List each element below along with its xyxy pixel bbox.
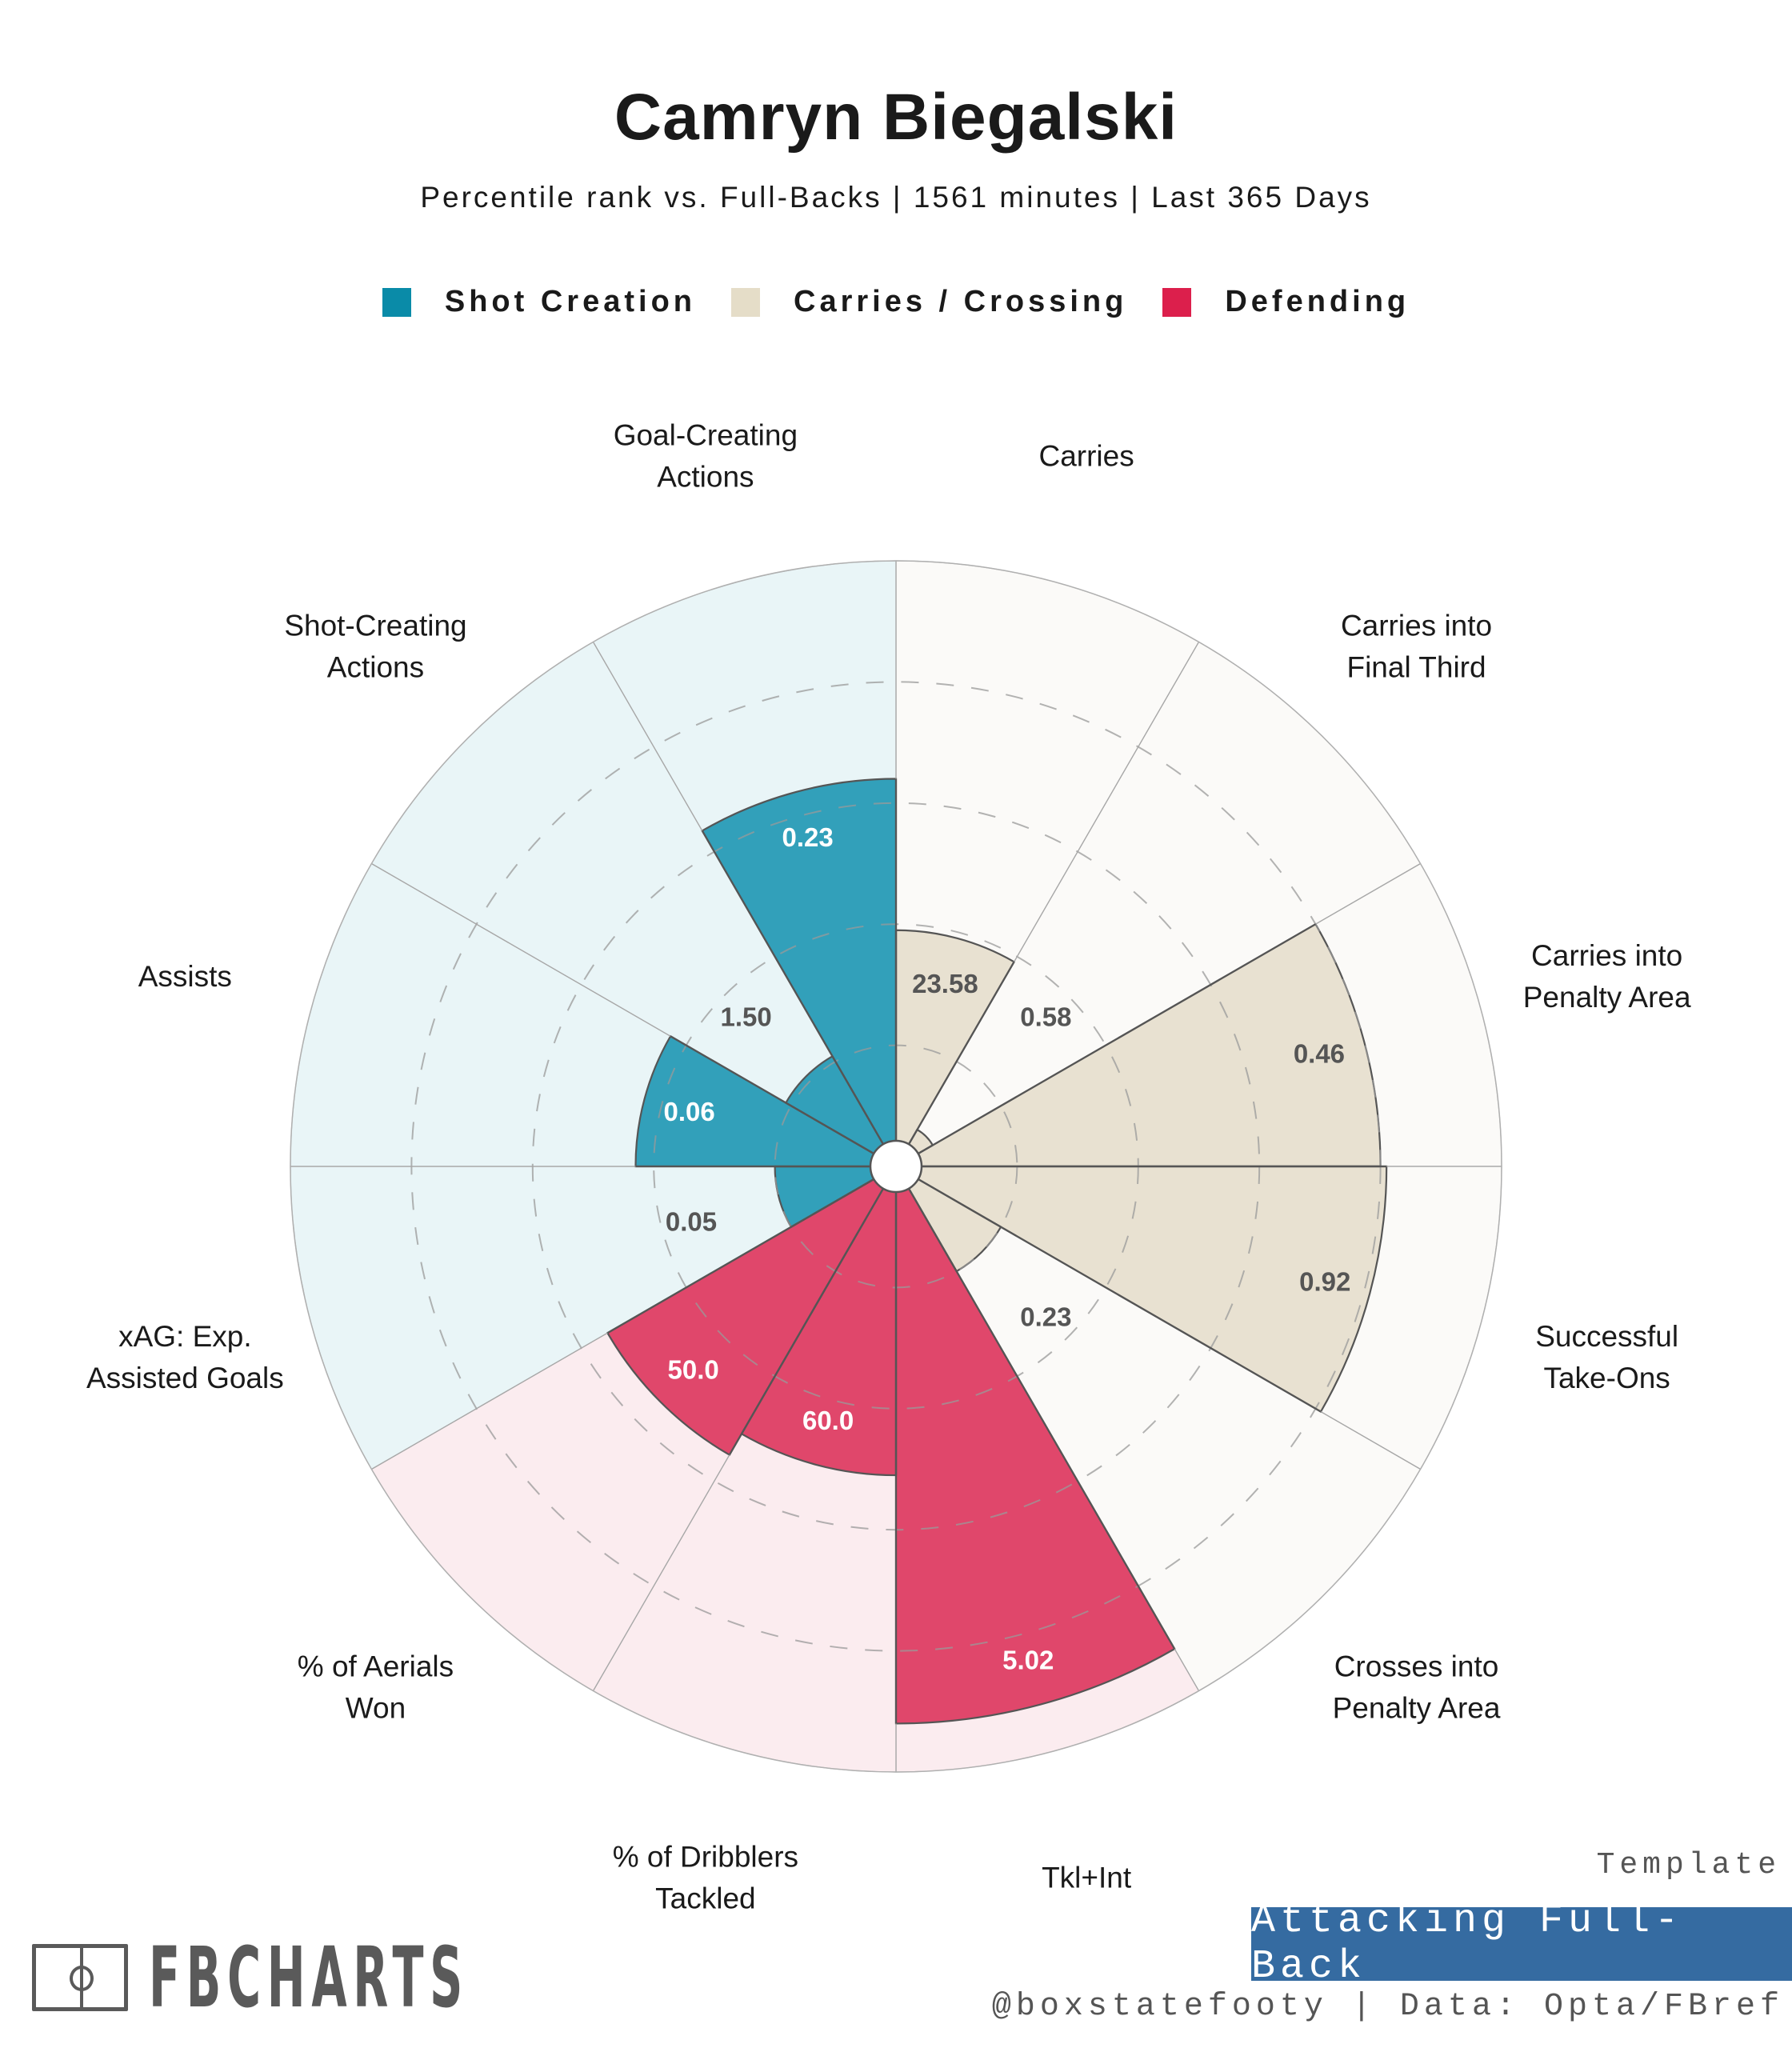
center-hole bbox=[869, 1139, 923, 1194]
value-label-carries: 23.58 bbox=[912, 969, 978, 998]
value-label-of-aerials-won: 50.0 bbox=[667, 1354, 718, 1384]
metric-label-line: Assisted Goals bbox=[86, 1362, 284, 1394]
template-caption: Template bbox=[1596, 1848, 1781, 1882]
bar-assists bbox=[634, 1034, 900, 1168]
legend: Shot Creation Carries / Crossing Defendi… bbox=[0, 285, 1792, 319]
bar-edge bbox=[895, 923, 1317, 1167]
chart-title: Camryn Biegalski bbox=[614, 81, 1178, 154]
metric-label-successful-take-ons: Successful Take-Ons bbox=[1535, 1320, 1678, 1394]
metric-label-line: Shot-Creating bbox=[284, 609, 466, 642]
chart-subtitle: Percentile rank vs. Full-Backs | 1561 mi… bbox=[420, 181, 1372, 214]
credit-line: @boxstatefooty | Data: Opta/FBref bbox=[991, 1989, 1784, 2025]
metric-label-shot-creating-actions: Shot-Creating Actions bbox=[284, 609, 466, 683]
metric-label-line: Won bbox=[346, 1692, 406, 1725]
metric-label-line: Carries bbox=[1038, 439, 1134, 472]
legend-label: Shot Creation bbox=[444, 285, 696, 318]
metric-label-line: Tkl+Int bbox=[1042, 1862, 1132, 1894]
value-label-shot-creating-actions: 1.50 bbox=[720, 1002, 771, 1032]
bar-carries-into-penalty-area bbox=[892, 922, 1382, 1168]
metric-label-line: Penalty Area bbox=[1523, 981, 1691, 1014]
bar-tkl-int bbox=[894, 1162, 1176, 1725]
value-label-successful-take-ons: 0.92 bbox=[1299, 1267, 1350, 1297]
bar-goal-creating-actions bbox=[701, 778, 898, 1170]
metric-label-line: Actions bbox=[327, 650, 424, 683]
bar-of-aerials-won bbox=[606, 1163, 899, 1457]
legend-swatch-carries-crossing bbox=[731, 287, 760, 317]
metric-label-line: Penalty Area bbox=[1333, 1692, 1501, 1725]
metric-label-assists: Assists bbox=[138, 960, 232, 993]
bar-of-dribblers-tackled bbox=[740, 1162, 898, 1477]
metric-label-of-dribblers-tackled: % of Dribblers Tackled bbox=[613, 1841, 798, 1915]
metric-label-crosses-into-penalty-area: Crosses into Penalty Area bbox=[1333, 1650, 1501, 1725]
legend-swatch-shot-creation bbox=[382, 287, 411, 317]
legend-label: Defending bbox=[1225, 285, 1410, 318]
metric-label-line: Final Third bbox=[1346, 650, 1486, 683]
metric-label-of-aerials-won: % of Aerials Won bbox=[298, 1650, 454, 1725]
value-labels: 23.58 0.58 0.46 0.92 0.23 5.02 60.0 50.0 0.05 0.0… bbox=[663, 822, 1350, 1675]
bar-carries bbox=[894, 929, 1016, 1170]
metric-label-carries-into-final-third: Carries into Final Third bbox=[1341, 609, 1492, 683]
bar-successful-take-ons bbox=[892, 1165, 1388, 1414]
outer-ring bbox=[290, 560, 1502, 1773]
legend-label: Carries / Crossing bbox=[794, 285, 1128, 318]
bar-edge bbox=[701, 830, 897, 1167]
percentile-bars bbox=[606, 778, 1388, 1725]
metric-label-line: % of Dribblers bbox=[613, 1841, 798, 1874]
metric-label-line: Tackled bbox=[655, 1882, 755, 1915]
metric-label-line: Carries into bbox=[1341, 609, 1492, 642]
pitch-center-circle bbox=[70, 1966, 94, 1991]
value-label-tkl-int: 5.02 bbox=[1002, 1646, 1054, 1675]
template-badge: Attacking Full-Back bbox=[1251, 1898, 1792, 1990]
metric-label-tkl-int: Tkl+Int bbox=[1042, 1862, 1132, 1894]
bar-edge bbox=[895, 1166, 1176, 1650]
metric-label-line: Assists bbox=[138, 960, 232, 993]
value-label-assists: 0.06 bbox=[663, 1097, 714, 1126]
metric-label-line: Carries into bbox=[1531, 939, 1682, 972]
metric-label-line: Successful bbox=[1535, 1320, 1678, 1353]
legend-item-carries-crossing: Carries / Crossing bbox=[731, 285, 1127, 319]
legend-swatch-defending bbox=[1162, 287, 1192, 317]
metric-label-carries: Carries bbox=[1038, 439, 1134, 472]
metric-label-line: Actions bbox=[657, 460, 754, 493]
spokes bbox=[290, 560, 1502, 1773]
legend-item-shot-creation: Shot Creation bbox=[382, 285, 696, 319]
brand-name: FBCHARTS bbox=[149, 1929, 470, 2026]
metric-label-goal-creating-actions: Goal-Creating Actions bbox=[614, 418, 798, 493]
pitch-icon bbox=[32, 1944, 128, 2011]
value-label-crosses-into-penalty-area: 0.23 bbox=[1020, 1302, 1071, 1331]
metric-label-line: % of Aerials bbox=[298, 1650, 454, 1683]
metric-label-line: Goal-Creating bbox=[614, 418, 798, 451]
metric-label-line: Take-Ons bbox=[1543, 1362, 1670, 1394]
metric-label-carries-into-penalty-area: Carries into Penalty Area bbox=[1523, 939, 1691, 1014]
metric-label-line: xAG: Exp. bbox=[118, 1320, 252, 1353]
metric-label-line: Crosses into bbox=[1334, 1650, 1499, 1683]
value-label-of-dribblers-tackled: 60.0 bbox=[802, 1406, 854, 1435]
value-label-carries-into-penalty-area: 0.46 bbox=[1294, 1038, 1345, 1068]
metric-label-xag-exp-assisted-goals: xAG: Exp. Assisted Goals bbox=[86, 1320, 284, 1394]
legend-item-defending: Defending bbox=[1162, 285, 1410, 319]
fbcharts-logo: FBCHARTS bbox=[32, 1936, 730, 2019]
value-label-xag-exp-assisted-goals: 0.05 bbox=[666, 1207, 717, 1237]
value-label-goal-creating-actions: 0.23 bbox=[782, 822, 834, 852]
value-label-carries-into-final-third: 0.58 bbox=[1020, 1002, 1071, 1032]
bar-edge bbox=[728, 1166, 897, 1456]
